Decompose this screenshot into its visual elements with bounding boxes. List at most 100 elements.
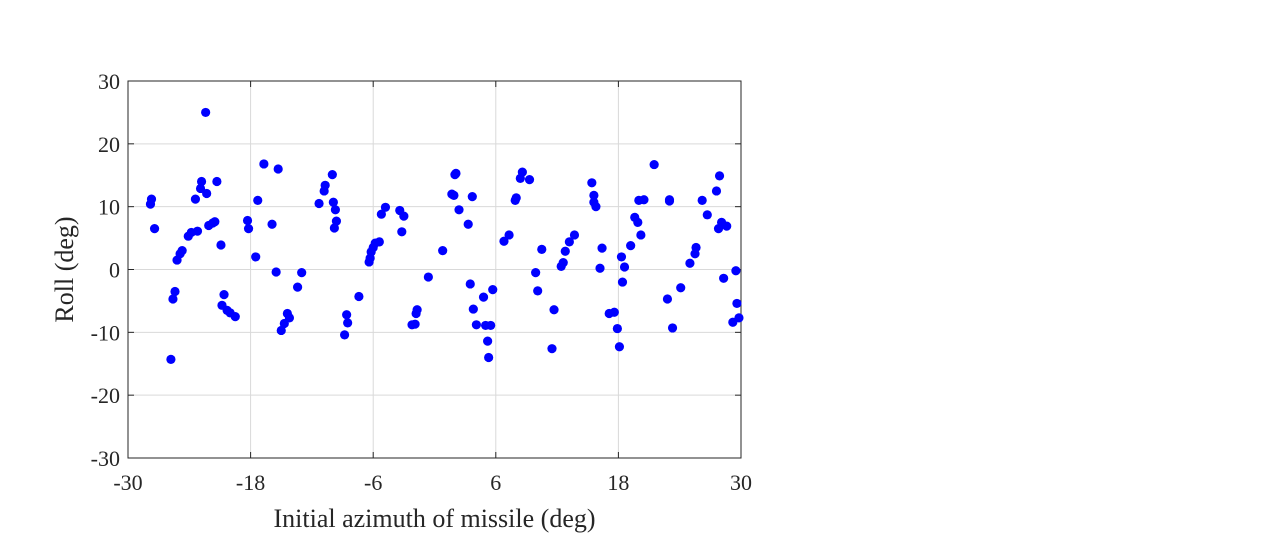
scatter-point bbox=[330, 205, 340, 215]
scatter-point bbox=[734, 313, 744, 323]
scatter-point bbox=[664, 195, 675, 205]
scatter-point bbox=[560, 246, 570, 256]
scatter-point bbox=[511, 193, 521, 203]
scatter-point bbox=[488, 285, 498, 295]
scatter-point bbox=[589, 190, 599, 200]
scatter-point bbox=[343, 318, 353, 328]
scatter-point bbox=[210, 217, 220, 227]
scatter-point bbox=[195, 183, 206, 194]
scatter-point bbox=[438, 246, 448, 256]
scatter-point bbox=[619, 262, 630, 272]
scatter-point bbox=[662, 294, 673, 304]
scatter-point bbox=[558, 257, 568, 268]
scatter-point bbox=[468, 304, 478, 314]
scatter-point bbox=[454, 205, 464, 215]
scatter-point bbox=[339, 330, 350, 340]
x-tick-label: -18 bbox=[236, 470, 265, 495]
x-tick-label: -30 bbox=[113, 470, 142, 495]
scatter-point bbox=[284, 313, 295, 323]
scatter-point bbox=[331, 216, 342, 226]
scatter-point bbox=[591, 202, 601, 212]
scatter-point bbox=[259, 159, 269, 169]
scatter-point bbox=[170, 286, 180, 297]
scatter-point bbox=[342, 310, 352, 320]
scatter-point bbox=[376, 209, 386, 219]
scatter-point bbox=[201, 107, 211, 118]
grid-layer bbox=[128, 81, 741, 458]
scatter-point bbox=[676, 283, 686, 293]
scatter-point bbox=[499, 236, 509, 246]
tick-layer: -30 -18 -6 6 18 30 -30 -20 -10 0 10 20 30 bbox=[91, 69, 752, 495]
scatter-point bbox=[667, 323, 678, 333]
scatter-point bbox=[292, 282, 303, 292]
scatter-point bbox=[230, 312, 240, 322]
x-axis-label: Initial azimuth of missile (deg) bbox=[273, 504, 595, 533]
y-tick-label: 30 bbox=[98, 69, 120, 94]
scatter-point bbox=[219, 290, 229, 300]
scatter-point bbox=[636, 230, 646, 240]
scatter-point bbox=[731, 266, 741, 276]
scatter-point bbox=[380, 202, 391, 212]
y-tick-label: -20 bbox=[91, 383, 120, 408]
scatter-point bbox=[451, 168, 461, 178]
scatter-point bbox=[397, 227, 407, 237]
scatter-point bbox=[639, 195, 649, 205]
scatter-point bbox=[697, 195, 707, 205]
scatter-point bbox=[569, 230, 580, 240]
scatter-point bbox=[314, 198, 324, 209]
scatter-point bbox=[273, 164, 283, 174]
x-tick-label: 30 bbox=[730, 470, 752, 495]
scatter-point bbox=[714, 171, 725, 181]
scatter-point bbox=[216, 240, 226, 250]
scatter-point bbox=[423, 272, 433, 282]
scatter-point bbox=[483, 336, 493, 346]
scatter-point bbox=[732, 298, 742, 309]
scatter-point bbox=[626, 241, 636, 251]
scatter-point bbox=[320, 180, 330, 190]
y-axis-label: Roll (deg) bbox=[50, 216, 79, 322]
scatter-point bbox=[463, 219, 473, 229]
x-tick-label: 18 bbox=[607, 470, 629, 495]
scatter-point bbox=[212, 176, 222, 187]
scatter-point bbox=[253, 195, 263, 205]
scatter-point bbox=[276, 325, 286, 336]
scatter-point bbox=[587, 178, 597, 188]
scatter-point bbox=[549, 305, 559, 315]
scatter-point bbox=[649, 159, 659, 170]
y-tick-label: 20 bbox=[98, 132, 120, 157]
scatter-point bbox=[149, 224, 160, 234]
scatter-point bbox=[190, 194, 201, 204]
x-tick-label: -6 bbox=[364, 470, 382, 495]
scatter-point bbox=[196, 176, 207, 187]
scatter-point bbox=[691, 242, 701, 253]
y-tick-label: 0 bbox=[109, 258, 120, 283]
scatter-point bbox=[617, 277, 628, 287]
x-tick-label: 6 bbox=[490, 470, 501, 495]
scatter-point bbox=[242, 215, 253, 226]
scatter-point bbox=[531, 268, 541, 278]
scatter-point bbox=[614, 342, 625, 352]
scatter-point bbox=[524, 175, 535, 185]
scatter-point bbox=[517, 167, 527, 177]
scatter-point bbox=[297, 268, 307, 278]
scatter-point bbox=[399, 211, 409, 221]
scatter-point bbox=[192, 226, 203, 236]
scatter-point bbox=[327, 170, 337, 180]
y-tick-label: -10 bbox=[91, 320, 120, 345]
scatter-point bbox=[547, 344, 557, 354]
scatter-point bbox=[597, 243, 607, 253]
scatter-point bbox=[702, 210, 712, 220]
scatter-point bbox=[609, 307, 619, 317]
scatter-point bbox=[412, 305, 422, 315]
scatter-point bbox=[202, 188, 212, 199]
y-tick-label: 10 bbox=[98, 195, 120, 220]
point-layer bbox=[145, 107, 744, 364]
scatter-point bbox=[168, 294, 178, 304]
scatter-point bbox=[467, 192, 477, 202]
scatter-point bbox=[478, 292, 489, 302]
scatter-point bbox=[374, 237, 384, 247]
scatter-point bbox=[471, 320, 481, 330]
scatter-point bbox=[533, 286, 543, 296]
